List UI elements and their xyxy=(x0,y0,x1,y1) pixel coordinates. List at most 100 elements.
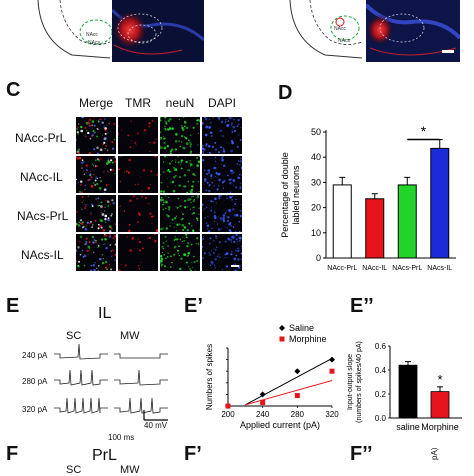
row-label-nacs-il: NAcs-IL xyxy=(21,248,64,262)
bar-chart-io-slope: 0.0 0.2 0.4 0.6 Input-output slope (numbers o… xyxy=(347,341,462,432)
panel-f2-ylabel-fragment: pA) xyxy=(430,447,439,460)
col-label-tmr: TMR xyxy=(125,96,151,110)
point-morphine xyxy=(225,403,231,409)
x-tick-label: 200 xyxy=(221,410,235,419)
y-tick-label: 50 xyxy=(311,127,321,137)
y-tick-label: 0.6 xyxy=(375,342,387,351)
x-tick-label: Morphine xyxy=(421,422,459,432)
legend-marker-saline xyxy=(279,325,285,331)
y-axis-label: Percentage of double xyxy=(280,152,290,238)
x-tick-label: NAcc-IL xyxy=(362,265,387,272)
significance-star: * xyxy=(421,123,427,139)
legend-marker-morphine xyxy=(279,336,285,342)
micrograph-nacs-il-dapi xyxy=(202,234,242,271)
trace-mw-0 xyxy=(114,353,168,359)
y-axis-label: Numbers of spikes xyxy=(205,344,214,410)
panel-e2-letter: E’’ xyxy=(350,295,374,317)
panel-f-title: PrL xyxy=(92,447,117,464)
col-label-dapi: DAPI xyxy=(207,96,236,110)
point-morphine xyxy=(329,368,335,374)
point-saline xyxy=(259,391,266,398)
fit-line-saline xyxy=(245,357,333,406)
svg-text:NAcs: NAcs xyxy=(88,40,100,46)
micrograph-nacc-il-tmr xyxy=(118,156,158,193)
bar-nacc-prl xyxy=(332,184,352,259)
micrograph-nacc-prl-neun xyxy=(160,117,200,154)
brain-atlas-right: NAcc NAcs xyxy=(289,0,363,59)
svg-text:NAcc: NAcc xyxy=(334,26,346,32)
y-tick-label: 0.0 xyxy=(375,414,387,423)
svg-text:NAcs: NAcs xyxy=(338,38,350,44)
panel-f-letter: F xyxy=(6,443,19,465)
scale-bar-voltage-label: 40 mV xyxy=(144,421,168,430)
micrograph-nacs-prl-neun xyxy=(160,195,200,232)
x-tick-label: 240 xyxy=(256,410,270,419)
panel-f1-letter: F’ xyxy=(184,443,202,465)
scale-bar xyxy=(231,265,239,267)
y-tick-label: 20 xyxy=(311,203,321,213)
bar-morphine xyxy=(430,391,450,419)
fluorescence-image-left xyxy=(112,0,204,62)
top-figure-strip: NAcc NAcs NAcc NAcs xyxy=(0,0,474,62)
panel-e-col-mw: MW xyxy=(120,330,140,342)
micrograph-nacs-prl-merge xyxy=(76,195,116,232)
legend-label-saline: Saline xyxy=(289,323,314,333)
panel-e-row-240: 240 pA xyxy=(22,351,48,360)
panel-e-letter: E xyxy=(6,295,20,317)
y-axis-label: labled neurons xyxy=(291,165,301,225)
y-tick-label: 0.4 xyxy=(375,366,387,375)
bar-nacs-il xyxy=(430,147,450,259)
point-morphine xyxy=(260,400,266,406)
micrograph-nacc-il-merge xyxy=(76,156,116,193)
scatter-input-output: 200 240 280 320 Applied current (pA) Numbers … xyxy=(205,323,339,430)
electrophysiology-traces-il xyxy=(54,343,168,421)
trace-sc-0 xyxy=(54,343,108,360)
panel-e-row-320: 320 pA xyxy=(22,405,48,414)
trace-sc-1 xyxy=(54,369,108,386)
x-tick-label: 320 xyxy=(325,410,339,419)
panel-f-col-mw: MW xyxy=(120,464,140,476)
panel-d-letter: D xyxy=(278,82,293,104)
x-tick-label: NAcc-PrL xyxy=(327,265,357,272)
legend-label-morphine: Morphine xyxy=(289,334,327,344)
row-label-nacs-prl: NAcs-PrL xyxy=(17,209,69,223)
point-saline xyxy=(294,368,301,375)
bar-nacs-prl xyxy=(397,184,417,259)
y-axis-label: (numbers of spikes/40 pA) xyxy=(356,341,363,423)
panel-c-letter: C xyxy=(6,79,21,101)
col-label-neun: neuN xyxy=(165,96,195,110)
panel-f2-letter: F’’ xyxy=(350,443,373,465)
x-tick-label: saline xyxy=(396,422,420,432)
x-tick-label: NAcs-IL xyxy=(427,265,452,272)
row-label-nacc-prl: NAcc-PrL xyxy=(15,131,67,145)
x-tick-label: 280 xyxy=(291,410,305,419)
y-tick-label: 0 xyxy=(316,253,321,263)
panel-e-title: IL xyxy=(98,305,112,322)
row-label-nacc-il: NAcc-IL xyxy=(20,170,63,184)
x-tick-label: NAcs-PrL xyxy=(392,265,422,272)
y-tick-label: 40 xyxy=(311,152,321,162)
bar-nacc-il xyxy=(365,198,385,259)
x-axis-label: Applied current (pA) xyxy=(240,420,320,430)
scale-bar-time-label: 100 ms xyxy=(108,433,135,442)
bar-saline xyxy=(398,364,418,419)
y-tick-label: 30 xyxy=(311,177,321,187)
svg-text:NAcc: NAcc xyxy=(86,32,98,38)
panel-f-col-sc: SC xyxy=(66,464,82,476)
fit-line-morphine xyxy=(245,379,333,406)
scale-bar xyxy=(143,410,168,421)
panel-e1-letter: E’ xyxy=(184,295,203,317)
point-saline xyxy=(329,356,335,363)
panel-e-col-sc: SC xyxy=(66,330,82,342)
micrograph-nacs-prl-tmr xyxy=(118,195,158,232)
y-tick-label: 0.2 xyxy=(375,390,387,399)
point-morphine xyxy=(294,393,300,399)
y-axis-label: Input-output slope xyxy=(347,354,354,410)
micrograph-nacs-il-tmr xyxy=(118,234,158,271)
micrograph-nacs-il-merge xyxy=(76,234,116,271)
micrograph-nacs-il-neun xyxy=(160,234,200,271)
micrograph-nacc-il-dapi xyxy=(202,156,242,193)
micrograph-nacc-prl-merge xyxy=(76,117,116,154)
micrograph-nacc-il-neun xyxy=(160,156,200,193)
micrograph-nacc-prl-dapi xyxy=(202,117,242,154)
